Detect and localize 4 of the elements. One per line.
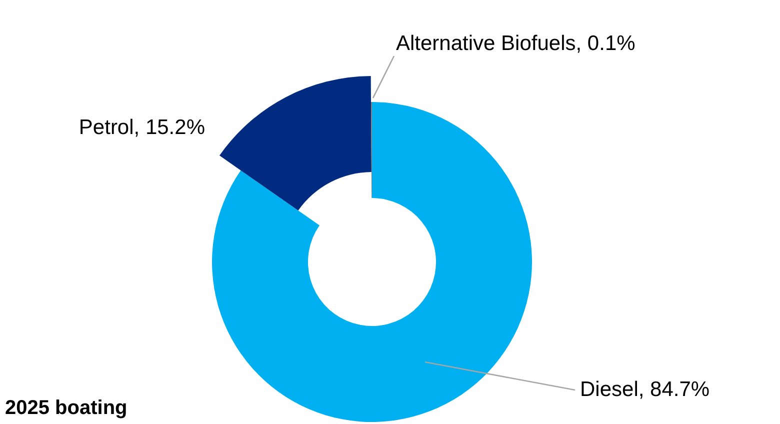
slice-label: Petrol, 15.2%: [78, 116, 205, 139]
slice-label: Diesel, 84.7%: [580, 378, 710, 401]
text: 2025 boating: [5, 397, 128, 419]
slice-label: Alternative Biofuels, 0.1%: [396, 32, 636, 55]
